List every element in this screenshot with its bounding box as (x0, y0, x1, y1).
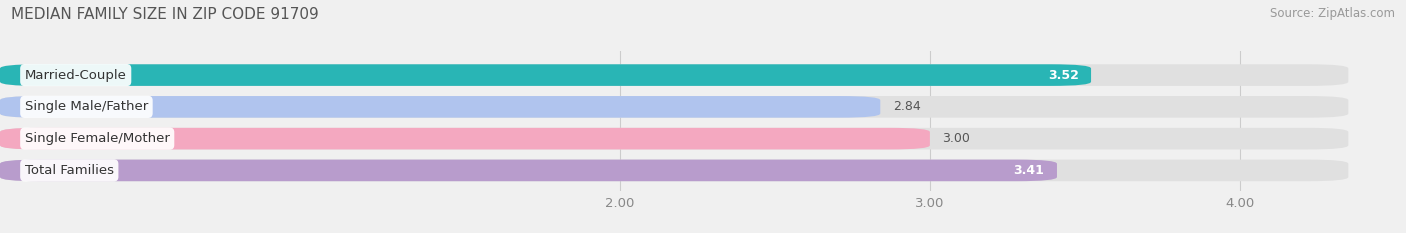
FancyBboxPatch shape (0, 128, 1348, 149)
Text: 3.52: 3.52 (1047, 69, 1078, 82)
Text: 3.00: 3.00 (942, 132, 970, 145)
FancyBboxPatch shape (0, 160, 1348, 181)
Text: Source: ZipAtlas.com: Source: ZipAtlas.com (1270, 7, 1395, 20)
Text: Married-Couple: Married-Couple (25, 69, 127, 82)
FancyBboxPatch shape (0, 160, 1057, 181)
Text: MEDIAN FAMILY SIZE IN ZIP CODE 91709: MEDIAN FAMILY SIZE IN ZIP CODE 91709 (11, 7, 319, 22)
Text: Single Female/Mother: Single Female/Mother (25, 132, 170, 145)
FancyBboxPatch shape (0, 96, 880, 118)
Text: Single Male/Father: Single Male/Father (25, 100, 148, 113)
FancyBboxPatch shape (0, 64, 1348, 86)
FancyBboxPatch shape (0, 96, 1348, 118)
Text: Total Families: Total Families (25, 164, 114, 177)
FancyBboxPatch shape (0, 128, 929, 149)
FancyBboxPatch shape (0, 64, 1091, 86)
Text: 3.41: 3.41 (1014, 164, 1045, 177)
Text: 2.84: 2.84 (893, 100, 921, 113)
